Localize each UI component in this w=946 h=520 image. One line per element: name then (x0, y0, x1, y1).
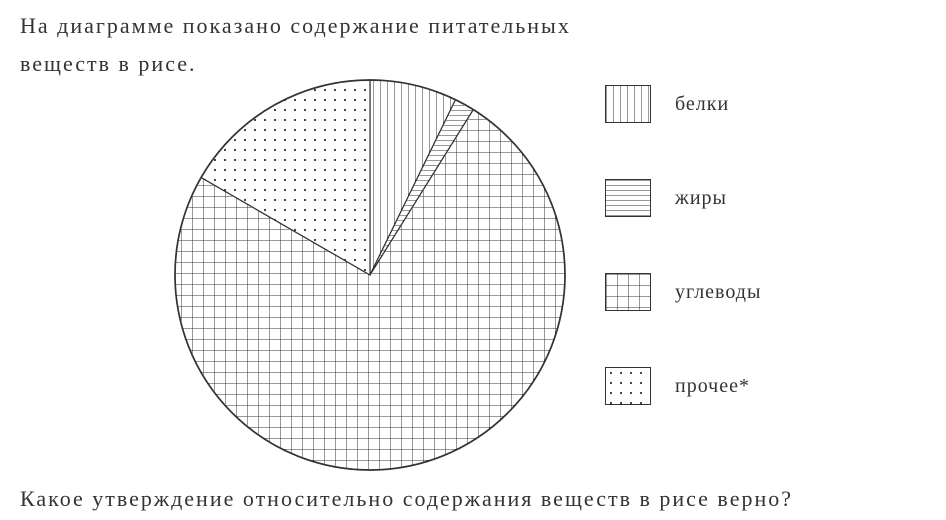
legend: белки жиры углеводы прочее* (605, 85, 865, 461)
intro-line-1: На диаграмме показано содержание питател… (20, 10, 926, 42)
pie-chart (170, 75, 570, 475)
legend-swatch-fats (605, 179, 651, 217)
chart-area: белки жиры углеводы прочее* (170, 75, 870, 475)
legend-item-fats: жиры (605, 179, 865, 217)
legend-item-proteins: белки (605, 85, 865, 123)
legend-swatch-carbs (605, 273, 651, 311)
legend-item-other: прочее* (605, 367, 865, 405)
legend-swatch-other (605, 367, 651, 405)
legend-label-proteins: белки (675, 93, 729, 116)
legend-swatch-proteins (605, 85, 651, 123)
page: На диаграмме показано содержание питател… (0, 0, 946, 520)
legend-label-fats: жиры (675, 187, 727, 210)
legend-label-other: прочее* (675, 375, 750, 398)
question-text: Какое утверждение относительно содержани… (20, 486, 793, 512)
legend-item-carbs: углеводы (605, 273, 865, 311)
legend-label-carbs: углеводы (675, 281, 761, 304)
